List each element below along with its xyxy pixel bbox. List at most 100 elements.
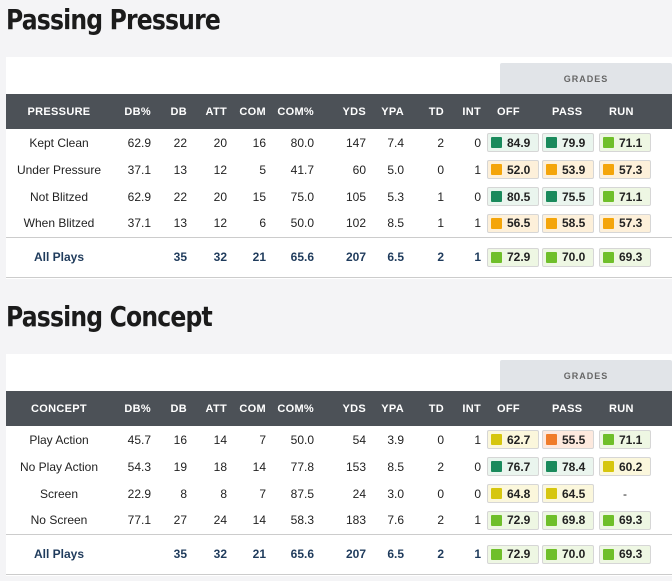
column-header-pressure[interactable]: PRESSURE — [27, 105, 91, 118]
column-header-yds[interactable]: YDS — [342, 402, 366, 415]
grade-value: 69.3 — [619, 547, 643, 561]
grade-tier-square-icon — [491, 251, 502, 263]
cell-db: 19 — [173, 459, 187, 474]
cell-com-pct: 65.6 — [270, 236, 318, 277]
grade-badge: 58.5 — [542, 213, 594, 233]
grade-value: 53.9 — [562, 162, 586, 177]
grade-cell-off: 72.9 — [485, 507, 540, 534]
grade-cell-off: 80.5 — [485, 183, 540, 210]
grade-value: 52.0 — [507, 162, 531, 177]
cell-db-pct: 62.9 — [127, 135, 151, 150]
column-header-concept[interactable]: CONCEPT — [31, 402, 87, 415]
grade-value: 57.3 — [619, 216, 643, 231]
grade-tier-square-icon — [603, 514, 614, 526]
column-header-com-pct[interactable]: COM% — [277, 105, 314, 118]
cell-com-pct: 50.0 — [290, 432, 314, 447]
column-header-com-pct[interactable]: COM% — [277, 402, 314, 415]
cell-db: 35 — [155, 236, 191, 277]
grade-badge: 53.9 — [542, 160, 594, 179]
column-header-att[interactable]: ATT — [205, 105, 227, 118]
grade-tier-square-icon — [491, 164, 502, 175]
grade-cell-pass: 55.5 — [540, 426, 597, 453]
cell-db-pct: 62.9 — [127, 189, 151, 204]
grade-badge: 64.5 — [542, 484, 594, 503]
cell-db: 22 — [173, 135, 187, 150]
column-header-att[interactable]: ATT — [205, 402, 227, 415]
cell-ypa: 8.5 — [387, 459, 404, 474]
grade-value: 71.1 — [619, 189, 643, 204]
column-header-ypa[interactable]: YPA — [381, 105, 404, 118]
cell-att: 14 — [213, 432, 227, 447]
cell-td: 2 — [408, 236, 448, 277]
column-header-db[interactable]: DB — [170, 402, 187, 415]
cell-com-pct: 87.5 — [290, 486, 314, 501]
grade-tier-square-icon — [603, 164, 614, 175]
grade-cell-run: 57.3 — [597, 210, 672, 237]
cell-att: 8 — [220, 486, 227, 501]
grade-cell-off: 84.9 — [485, 129, 540, 156]
column-header-td[interactable]: TD — [428, 402, 444, 415]
grade-value: 69.8 — [562, 513, 586, 528]
grade-value: 55.5 — [562, 432, 586, 447]
column-header-com[interactable]: COM — [239, 105, 266, 118]
column-header-int[interactable]: INT — [462, 105, 481, 118]
column-header-pass[interactable]: PASS — [552, 105, 583, 118]
grade-badge: 84.9 — [487, 133, 539, 152]
cell-yds: 24 — [352, 486, 366, 501]
grade-value: 69.3 — [619, 513, 643, 528]
grade-badge: 78.4 — [542, 457, 594, 476]
cell-com-pct: 65.6 — [270, 533, 318, 574]
cell-label: All Plays — [6, 236, 112, 277]
grade-badge: 64.8 — [487, 484, 539, 503]
table-header-row: PRESSURE DB% DB ATT COM COM% YDS YPA TD INT OFF PAS… — [6, 94, 672, 129]
column-header-db-pct[interactable]: DB% — [124, 402, 151, 415]
section-title-passing-concept: Passing Concept — [6, 300, 213, 333]
cell-yds: 54 — [352, 432, 366, 447]
cell-label: No Play Action — [19, 459, 99, 474]
cell-db-pct: 54.3 — [127, 459, 151, 474]
cell-yds: 183 — [345, 513, 366, 528]
column-header-yds[interactable]: YDS — [342, 105, 366, 118]
grade-tier-square-icon — [603, 434, 614, 445]
passing-pressure-table: PRESSURE DB% DB ATT COM COM% YDS YPA TD INT OFF PAS… — [6, 94, 672, 278]
grade-tier-square-icon — [546, 137, 557, 148]
grade-badge: 72.9 — [487, 544, 539, 564]
cell-db: 8 — [180, 486, 187, 501]
passing-concept-card: GRADES CONCEPT DB% DB ATT COM COM% YDS YPA TD INT… — [6, 354, 672, 576]
column-header-db[interactable]: DB — [170, 105, 187, 118]
summary-row: All Plays 35 32 21 65.6 207 6.5 2 1 72.9 70.0 69.3 — [6, 533, 672, 574]
cell-db-pct: 45.7 — [127, 432, 151, 447]
cell-com-pct: 75.0 — [290, 189, 314, 204]
column-header-td[interactable]: TD — [428, 105, 444, 118]
grade-cell-off: 72.9 — [485, 533, 540, 574]
table-row: When Blitzed 37.1 13 12 6 50.0 102 8.5 1 1 56.5 58.… — [6, 210, 672, 237]
column-header-int[interactable]: INT — [462, 402, 481, 415]
grade-tier-square-icon — [546, 434, 557, 445]
grade-badge: 55.5 — [542, 430, 594, 449]
grade-badge: 60.2 — [599, 457, 651, 476]
column-header-com[interactable]: COM — [239, 402, 266, 415]
grade-value: 84.9 — [507, 135, 531, 150]
column-header-db-pct[interactable]: DB% — [124, 105, 151, 118]
column-header-pass[interactable]: PASS — [552, 402, 583, 415]
grade-badge: 69.3 — [599, 544, 651, 564]
column-header-run[interactable]: RUN — [609, 402, 634, 415]
column-header-off[interactable]: OFF — [497, 402, 520, 415]
grade-tier-square-icon — [603, 137, 614, 148]
grade-value: 72.9 — [507, 250, 531, 264]
grade-cell-run: 71.1 — [597, 129, 672, 156]
grade-tier-square-icon — [491, 488, 502, 499]
column-header-run[interactable]: RUN — [609, 105, 634, 118]
cell-att: 32 — [191, 236, 231, 277]
grade-badge: 56.5 — [487, 213, 539, 233]
cell-yds: 207 — [318, 236, 370, 277]
column-header-off[interactable]: OFF — [497, 105, 520, 118]
cell-int: 1 — [448, 236, 485, 277]
grade-value: 70.0 — [562, 547, 586, 561]
grade-tier-square-icon — [491, 217, 502, 229]
cell-att: 32 — [191, 533, 231, 574]
column-header-ypa[interactable]: YPA — [381, 402, 404, 415]
grade-value: 70.0 — [562, 250, 586, 264]
grade-tier-square-icon — [546, 217, 557, 229]
cell-att: 24 — [213, 513, 227, 528]
